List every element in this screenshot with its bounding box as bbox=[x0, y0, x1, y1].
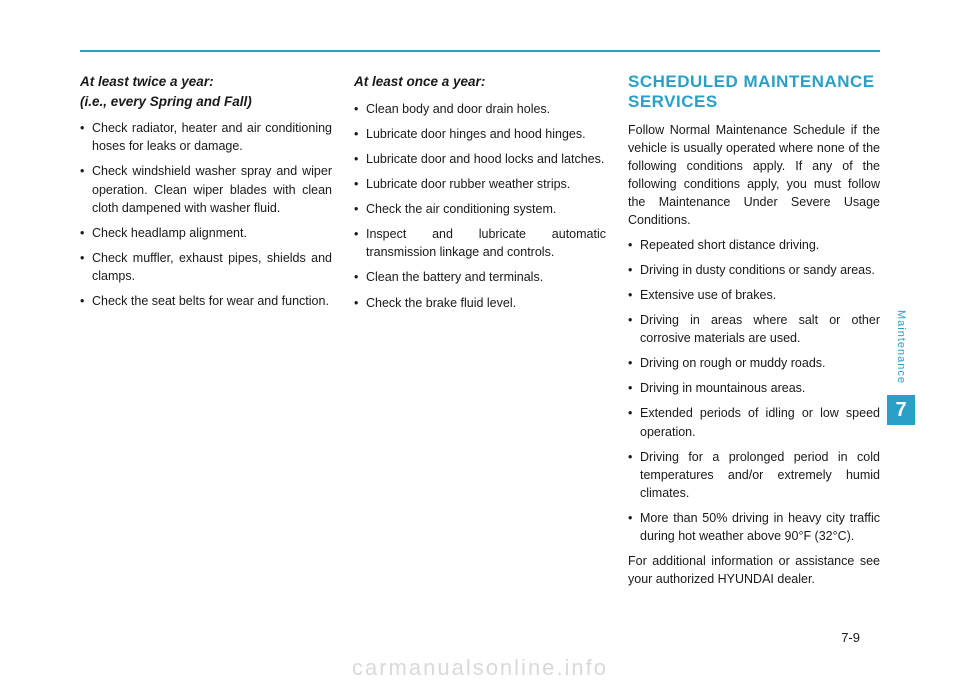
list-item: Extensive use of brakes. bbox=[628, 286, 880, 304]
list-item: Check the air conditioning system. bbox=[354, 200, 606, 218]
list-item: Lubricate door rubber weather strips. bbox=[354, 175, 606, 193]
list-item: Clean the battery and terminals. bbox=[354, 268, 606, 286]
top-divider bbox=[80, 50, 880, 52]
list-item: Check windshield washer spray and wiper … bbox=[80, 162, 332, 216]
manual-page: At least twice a year: (i.e., every Spri… bbox=[0, 0, 960, 689]
page-number: 7-9 bbox=[841, 630, 860, 645]
column-1: At least twice a year: (i.e., every Spri… bbox=[80, 72, 332, 595]
list-item: Extended periods of idling or low speed … bbox=[628, 404, 880, 440]
column-3: SCHEDULED MAINTENANCE SERVICES Follow No… bbox=[628, 72, 880, 595]
list-item: Driving in areas where salt or other cor… bbox=[628, 311, 880, 347]
side-tab: Maintenance 7 bbox=[887, 310, 915, 425]
column-2: At least once a year: Clean body and doo… bbox=[354, 72, 606, 595]
col3-main-heading: SCHEDULED MAINTENANCE SERVICES bbox=[628, 72, 880, 113]
list-item: Check the brake fluid level. bbox=[354, 294, 606, 312]
list-item: Lubricate door hinges and hood hinges. bbox=[354, 125, 606, 143]
col3-intro: Follow Normal Maintenance Schedule if th… bbox=[628, 121, 880, 230]
list-item: Driving in mountainous areas. bbox=[628, 379, 880, 397]
watermark: carmanualsonline.info bbox=[0, 655, 960, 681]
col1-heading-line2: (i.e., every Spring and Fall) bbox=[80, 94, 252, 109]
col2-list: Clean body and door drain holes. Lubrica… bbox=[354, 100, 606, 312]
list-item: Driving on rough or muddy roads. bbox=[628, 354, 880, 372]
list-item: Check radiator, heater and air condition… bbox=[80, 119, 332, 155]
col2-heading: At least once a year: bbox=[354, 72, 606, 92]
col3-list: Repeated short distance driving. Driving… bbox=[628, 236, 880, 546]
side-tab-chapter: 7 bbox=[887, 395, 915, 425]
list-item: Lubricate door and hood locks and latche… bbox=[354, 150, 606, 168]
list-item: Check muffler, exhaust pipes, shields an… bbox=[80, 249, 332, 285]
side-tab-label: Maintenance bbox=[895, 310, 907, 384]
list-item: Check headlamp alignment. bbox=[80, 224, 332, 242]
list-item: Driving for a prolonged period in cold t… bbox=[628, 448, 880, 502]
list-item: More than 50% driving in heavy city traf… bbox=[628, 509, 880, 545]
list-item: Inspect and lubricate automatic transmis… bbox=[354, 225, 606, 261]
list-item: Clean body and door drain holes. bbox=[354, 100, 606, 118]
list-item: Repeated short distance driving. bbox=[628, 236, 880, 254]
list-item: Check the seat belts for wear and functi… bbox=[80, 292, 332, 310]
col1-heading: At least twice a year: (i.e., every Spri… bbox=[80, 72, 332, 111]
col3-outro: For additional information or assistance… bbox=[628, 552, 880, 588]
content-columns: At least twice a year: (i.e., every Spri… bbox=[80, 72, 880, 595]
col1-list: Check radiator, heater and air condition… bbox=[80, 119, 332, 310]
col1-heading-line1: At least twice a year: bbox=[80, 74, 214, 89]
list-item: Driving in dusty conditions or sandy are… bbox=[628, 261, 880, 279]
